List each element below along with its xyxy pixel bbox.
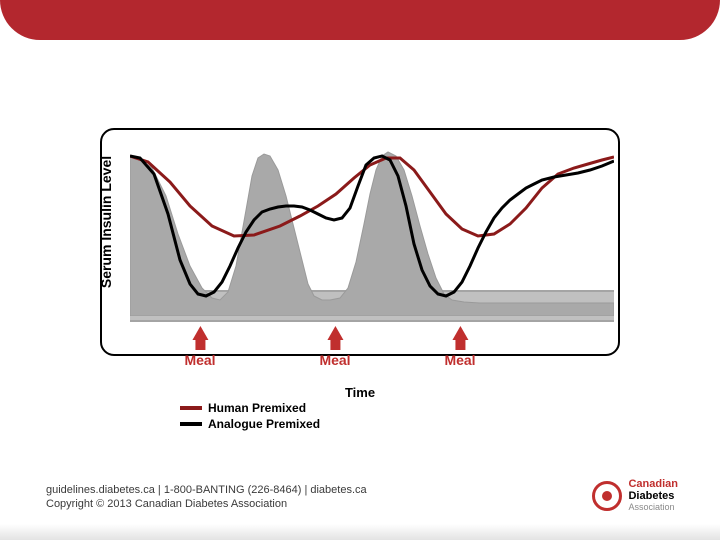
footer-line-1: guidelines.diabetes.ca | 1-800-BANTING (… xyxy=(46,484,540,496)
meal-marker-3: Meal xyxy=(444,326,475,368)
footer-line-2: Copyright © 2013 Canadian Diabetes Assoc… xyxy=(46,498,540,510)
endogenous-peaks xyxy=(130,152,614,316)
bottom-gradient xyxy=(0,524,720,540)
plot-area xyxy=(130,136,614,316)
legend-label: Analogue Premixed xyxy=(208,417,320,431)
arrow-up-icon xyxy=(452,326,468,340)
meal-marker-2: Meal xyxy=(319,326,350,368)
meal-label: Meal xyxy=(444,352,475,368)
legend-label: Human Premixed xyxy=(208,401,306,415)
slide: Serum Insulin Level Meal Meal Meal Time Hu… xyxy=(0,0,720,540)
meal-markers: Meal Meal Meal xyxy=(130,326,614,370)
arrow-stem xyxy=(455,340,465,350)
legend: Human Premixed Analogue Premixed xyxy=(180,400,320,432)
arrow-up-icon xyxy=(327,326,343,340)
logo-text: Canadian Diabetes Association xyxy=(628,479,678,512)
legend-swatch xyxy=(180,406,202,410)
meal-label: Meal xyxy=(184,352,215,368)
arrow-stem xyxy=(195,340,205,350)
y-axis-label: Serum Insulin Level xyxy=(98,132,118,312)
top-accent-bar xyxy=(0,0,720,40)
legend-row-1: Human Premixed xyxy=(180,400,320,416)
footer: guidelines.diabetes.ca | 1-800-BANTING (… xyxy=(46,484,540,510)
arrow-up-icon xyxy=(192,326,208,340)
logo-line-3: Association xyxy=(628,503,678,512)
arrow-stem xyxy=(330,340,340,350)
logo-mark-icon xyxy=(592,481,622,511)
meal-marker-1: Meal xyxy=(184,326,215,368)
x-axis-label: Time xyxy=(0,385,720,400)
organization-logo: Canadian Diabetes Association xyxy=(592,479,678,512)
legend-swatch xyxy=(180,422,202,426)
plot-svg xyxy=(130,136,614,316)
legend-row-2: Analogue Premixed xyxy=(180,416,320,432)
logo-line-2: Diabetes xyxy=(628,491,678,503)
meal-label: Meal xyxy=(319,352,350,368)
